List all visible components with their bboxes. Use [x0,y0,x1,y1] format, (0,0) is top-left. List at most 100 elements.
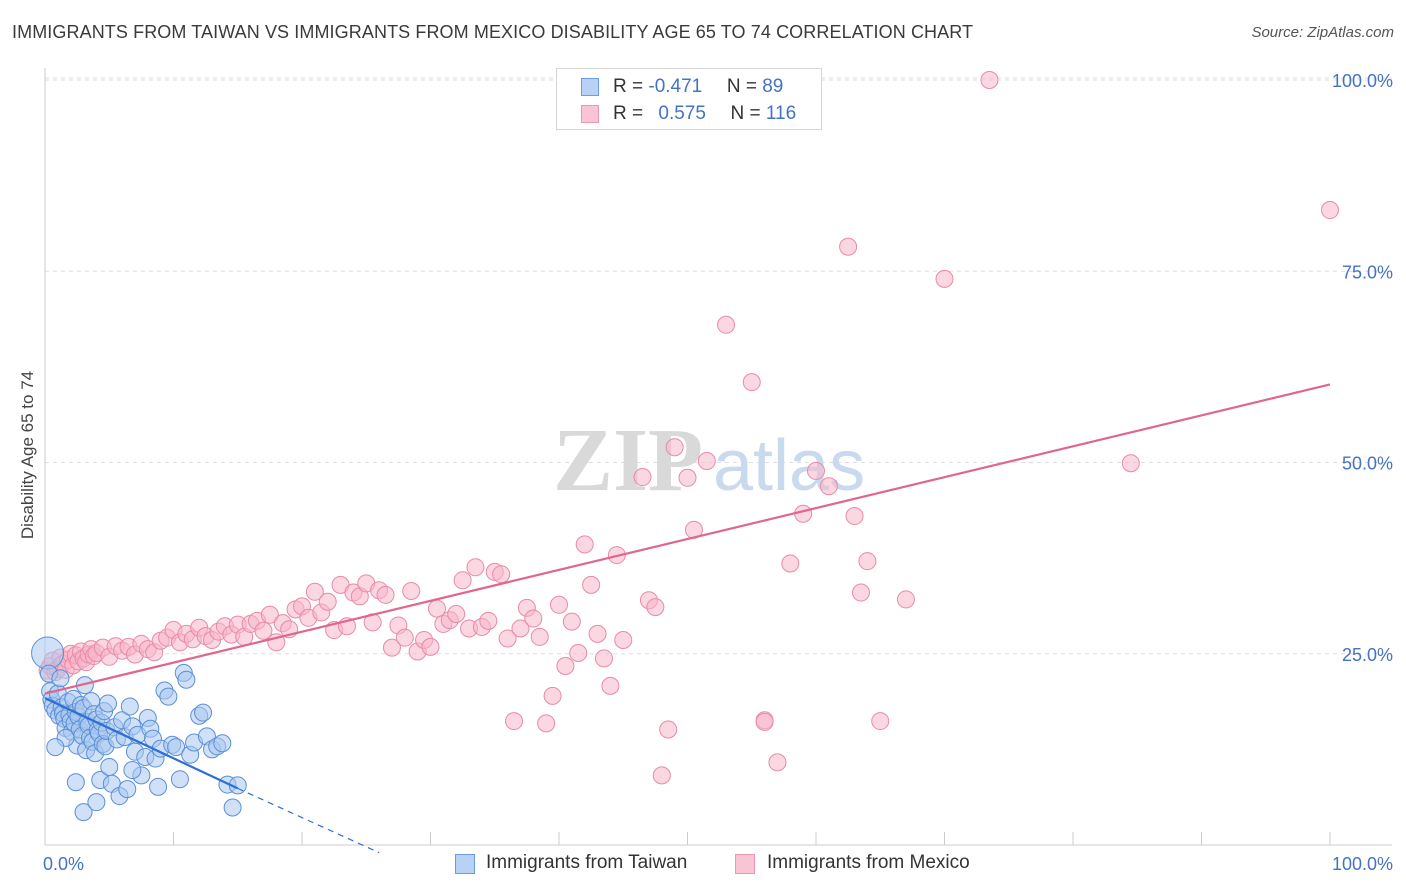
x-tick-label-min: 0.0% [43,854,84,874]
mexico-point [845,507,864,526]
mexico-point [447,604,466,623]
y-tick-label: 50.0% [1342,454,1393,474]
trend-lines [44,383,1331,854]
mexico-n-value: 116 [765,103,797,124]
mexico-point [505,712,524,731]
series-legend: Immigrants from Taiwan Immigrants from M… [0,850,1406,880]
mexico-point [421,637,440,656]
mexico-point [524,609,543,628]
taiwan-point [177,670,196,689]
taiwan-points [31,636,247,822]
mexico-point [781,554,800,573]
taiwan-point [51,669,70,688]
mexico-point [382,638,401,657]
mexico-point [402,582,421,601]
mexico-point [1121,454,1140,473]
mexico-point [537,714,556,733]
mexico-point [633,468,652,487]
y-tick-label: 75.0% [1342,262,1393,282]
correlation-legend: R = -0.471 N = 89 R = 0.575 N = 116 [556,68,822,130]
watermark: ZIP atlas [553,411,865,510]
taiwan-point [159,687,178,706]
mexico-point [659,720,678,739]
mexico-point [562,612,581,631]
taiwan-point [74,803,93,822]
chart-source: Source: ZipAtlas.com [1251,24,1394,41]
mexico-point [896,590,915,609]
mexico-point [305,582,324,601]
taiwan-point [123,761,142,780]
mexico-point [569,643,588,662]
mexico-r-value: 0.575 [658,103,706,124]
taiwan-point [100,757,119,776]
taiwan-point [31,636,65,670]
mexico-point [376,585,395,604]
mexico-legend-label: Immigrants from Mexico [767,852,970,873]
taiwan-point [120,697,139,716]
mexico-swatch [581,105,599,123]
mexico-r-label: R = [613,103,649,124]
mexico-point [871,712,890,731]
mexico-point [575,535,594,554]
mexico-point [665,438,684,457]
mexico-point [498,629,517,648]
mexico-point [935,269,954,288]
taiwan-point [46,738,65,757]
mexico-point [851,583,870,602]
axes [44,68,1392,846]
mexico-point [254,621,273,640]
mexico-point [980,71,999,89]
mexico-point [550,595,568,614]
taiwan-point [223,798,242,817]
mexico-point [858,552,877,571]
mexico-point [453,571,472,590]
mexico-point [717,315,736,334]
taiwan-point [66,773,85,792]
tick-labels: 25.0% 50.0% 75.0% 100.0% 0.0% 100.0% [43,71,1393,874]
mexico-point [652,766,671,785]
taiwan-legend-label: Immigrants from Taiwan [486,852,688,873]
taiwan-point [98,694,117,713]
mexico-point [260,605,279,624]
mexico-point [492,565,511,584]
taiwan-point [167,738,186,757]
mexico-point [601,676,620,695]
mexico-point [839,237,858,256]
mexico-point [543,686,562,705]
mexico-trend-line [44,383,1331,695]
mexico-point [582,575,601,594]
mexico-point [697,451,716,470]
taiwan-swatch [581,78,599,96]
taiwan-point [87,793,106,812]
mexico-point [594,649,613,668]
mexico-point [1321,201,1339,220]
mexico-point [614,630,633,649]
mexico-point [466,558,485,577]
mexico-point [794,504,813,523]
watermark-zip: ZIP [553,411,703,510]
y-tick-label: 100.0% [1332,71,1393,91]
taiwan-trend-extension [237,787,380,854]
mexico-point [479,611,498,630]
mexico-point [646,598,665,617]
mexico-point [742,373,761,392]
x-tick-label-max: 100.0% [1332,854,1393,874]
taiwan-r-label: R = [613,76,649,97]
mexico-points [38,71,1339,785]
mexico-point [819,477,838,496]
mexico-point [678,468,697,487]
mexico-point [530,627,549,646]
taiwan-legend-swatch [455,854,475,874]
mexico-legend-swatch [735,854,755,874]
watermark-atlas: atlas [713,426,865,506]
mexico-n-label: N = [730,103,766,124]
taiwan-n-label: N = [726,76,763,97]
taiwan-trend-line [44,697,239,790]
mexico-point [807,461,825,480]
grid-lines [45,77,1392,655]
mexico-point [755,712,774,731]
taiwan-point [194,703,213,722]
mexico-point [768,753,787,772]
chart-title: IMMIGRANTS FROM TAIWAN VS IMMIGRANTS FRO… [12,22,974,42]
